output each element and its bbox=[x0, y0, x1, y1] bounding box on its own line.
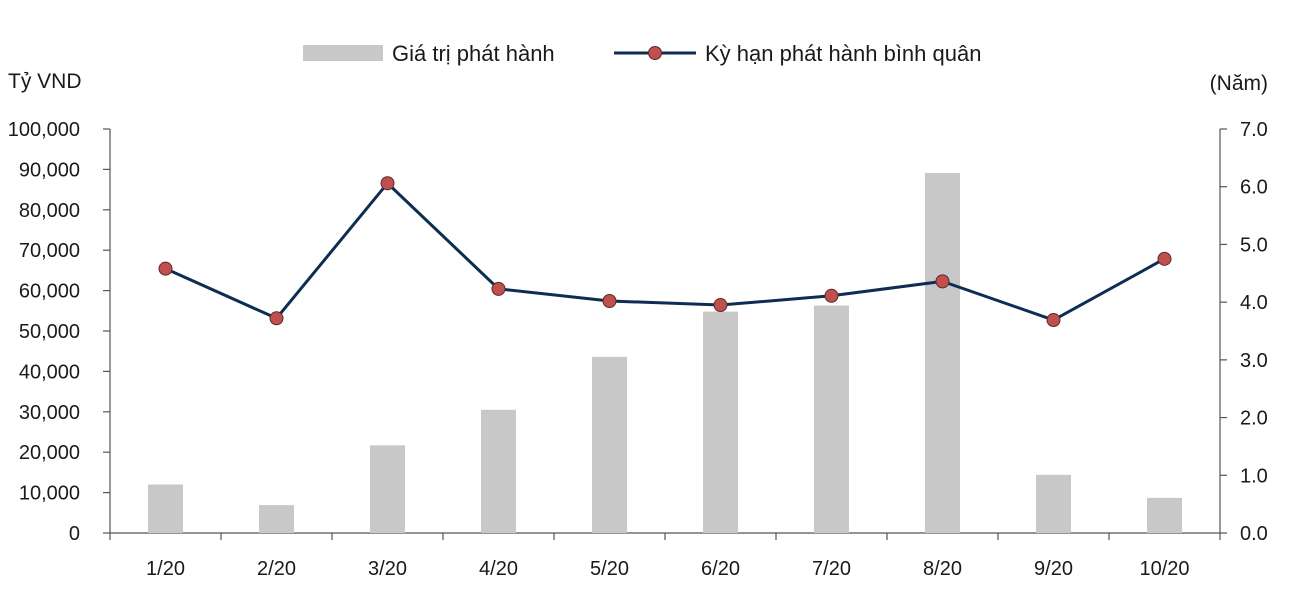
y-left-tick-label: 50,000 bbox=[19, 321, 80, 343]
y-right-tick-label: 3.0 bbox=[1240, 350, 1268, 372]
x-tick-label: 1/20 bbox=[146, 558, 185, 580]
y-left-tick-label: 70,000 bbox=[19, 240, 80, 262]
y-left-tick-label: 100,000 bbox=[8, 119, 80, 141]
axes: 0 10,000 20,000 30,000 40,000 50,000 60,000 70,… bbox=[8, 119, 1268, 545]
y-right-tick-label: 6.0 bbox=[1240, 177, 1268, 199]
y-right-tick-label: 5.0 bbox=[1240, 234, 1268, 256]
legend-label-line: Kỳ hạn phát hành bình quân bbox=[705, 41, 981, 66]
legend-swatch-marker bbox=[648, 46, 662, 60]
bar bbox=[814, 305, 849, 533]
y-right-tick-label: 1.0 bbox=[1240, 465, 1268, 487]
bar bbox=[148, 484, 183, 533]
line-point bbox=[824, 288, 839, 303]
line-point bbox=[602, 293, 617, 308]
bar bbox=[259, 505, 294, 533]
line-point bbox=[1157, 251, 1172, 266]
y-left-tick-label: 20,000 bbox=[19, 442, 80, 464]
y-right-tick-label: 7.0 bbox=[1240, 119, 1268, 141]
bar bbox=[481, 409, 516, 533]
line-point bbox=[158, 261, 173, 276]
y-left-tick-label: 0 bbox=[69, 523, 80, 545]
legend: Giá trị phát hành Kỳ hạn phát hành bình … bbox=[303, 41, 981, 66]
bar bbox=[370, 445, 405, 533]
y-right-tick-label: 4.0 bbox=[1240, 292, 1268, 314]
bar bbox=[592, 356, 627, 533]
x-tick-label: 4/20 bbox=[479, 558, 518, 580]
y-left-tick-label: 80,000 bbox=[19, 200, 80, 222]
line-point bbox=[491, 281, 506, 296]
bar bbox=[1147, 497, 1182, 533]
bar bbox=[925, 173, 960, 533]
x-tick-label: 3/20 bbox=[368, 558, 407, 580]
line-point bbox=[935, 274, 950, 289]
line-series bbox=[158, 176, 1172, 328]
legend-swatch-bar bbox=[303, 45, 383, 61]
y-right-tick-label: 0.0 bbox=[1240, 523, 1268, 545]
y-left-tick-label: 60,000 bbox=[19, 281, 80, 303]
y-left-axis-title: Tỷ VND bbox=[8, 70, 82, 93]
line-point bbox=[380, 176, 395, 191]
x-tick-label: 9/20 bbox=[1034, 558, 1073, 580]
line-point bbox=[1046, 313, 1061, 328]
y-left-tick-label: 10,000 bbox=[19, 483, 80, 505]
line-point bbox=[713, 298, 728, 313]
y-left-tick-label: 30,000 bbox=[19, 402, 80, 424]
series-line bbox=[164, 181, 1166, 322]
x-tick-label: 2/20 bbox=[257, 558, 296, 580]
bars bbox=[148, 173, 1182, 533]
x-tick-label: 10/20 bbox=[1139, 558, 1189, 580]
bar bbox=[1036, 474, 1071, 533]
y-right-tick-label: 2.0 bbox=[1240, 408, 1268, 430]
x-tick-labels: 1/20 2/20 3/20 4/20 5/20 6/20 7/20 8/20 9/20 10/2… bbox=[146, 558, 1190, 580]
legend-label-bar: Giá trị phát hành bbox=[392, 41, 555, 66]
bar bbox=[703, 311, 738, 533]
x-tick-label: 6/20 bbox=[701, 558, 740, 580]
y-left-tick-label: 90,000 bbox=[19, 159, 80, 181]
line-point bbox=[269, 311, 284, 326]
y-left-tick-label: 40,000 bbox=[19, 361, 80, 383]
x-tick-label: 5/20 bbox=[590, 558, 629, 580]
x-tick-label: 8/20 bbox=[923, 558, 962, 580]
y-right-axis-title: (Năm) bbox=[1210, 72, 1268, 95]
x-tick-label: 7/20 bbox=[812, 558, 851, 580]
